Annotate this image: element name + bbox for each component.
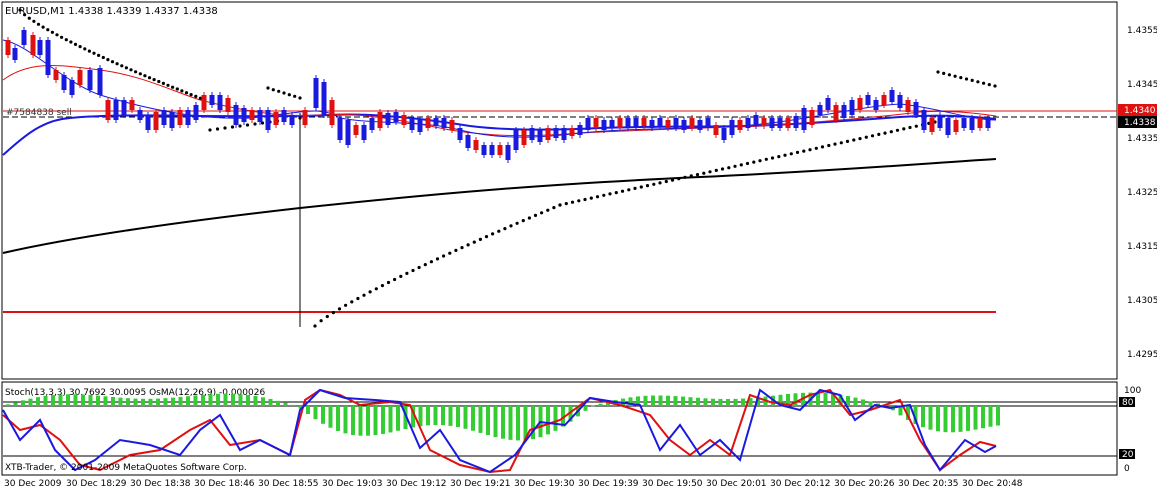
parabolic-sar <box>18 8 997 328</box>
order-label: #7584838 sell <box>6 108 72 118</box>
price-label: 1.4335 <box>1127 134 1157 144</box>
order-price-tag <box>1118 104 1157 116</box>
slow-moving-average <box>2 158 997 254</box>
time-label: 30 Dec 20:12 <box>770 479 831 489</box>
time-label: 30 Dec 20:35 <box>898 479 959 489</box>
red-moving-average <box>2 65 997 137</box>
time-label: 30 Dec 19:21 <box>450 479 511 489</box>
price-label: 1.4355 <box>1127 26 1157 36</box>
price-label: 1.4315 <box>1127 242 1157 252</box>
time-label: 30 Dec 18:55 <box>258 479 319 489</box>
price-label: 1.4345 <box>1127 80 1157 90</box>
level-label: 20 <box>1122 450 1134 460</box>
time-label: 30 Dec 18:29 <box>66 479 127 489</box>
time-label: 30 Dec 19:39 <box>578 479 639 489</box>
price-label: 1.4325 <box>1127 188 1157 198</box>
candlesticks <box>5 27 991 163</box>
level-label: 100 <box>1124 386 1141 396</box>
copyright-text: XTB-Trader, © 2001-2009 MetaQuotes Softw… <box>5 463 247 473</box>
price-label: 1.4305 <box>1127 296 1157 306</box>
time-label: 30 Dec 18:38 <box>130 479 191 489</box>
level-label: 0 <box>1124 464 1130 474</box>
time-label: 30 Dec 2009 <box>4 479 62 489</box>
fast-moving-average <box>2 113 997 156</box>
current-price-tag <box>1118 116 1157 128</box>
order-price: 1.4340 <box>1124 106 1156 116</box>
level-label: 80 <box>1122 398 1134 408</box>
price-label: 1.4295 <box>1127 350 1157 360</box>
time-label: 30 Dec 20:48 <box>962 479 1023 489</box>
main-price-panel[interactable] <box>1 1 1118 380</box>
indicator-title: Stoch(13,3,3) 30.7692 30.0095 OsMA(12,26… <box>5 388 265 398</box>
stochastic-signal-line <box>2 388 997 474</box>
price-axis: 1.4355 1.4345 1.4335 1.4325 1.4315 1.430… <box>1127 26 1157 360</box>
time-label: 30 Dec 20:01 <box>706 479 767 489</box>
current-price: 1.4338 <box>1124 118 1156 128</box>
time-label: 30 Dec 19:30 <box>514 479 575 489</box>
time-label: 30 Dec 19:03 <box>322 479 383 489</box>
time-label: 30 Dec 20:26 <box>834 479 895 489</box>
time-axis: 30 Dec 2009 30 Dec 18:29 30 Dec 18:38 30… <box>4 479 1023 489</box>
time-label: 30 Dec 19:50 <box>642 479 703 489</box>
time-label: 30 Dec 19:12 <box>386 479 447 489</box>
time-label: 30 Dec 18:46 <box>194 479 255 489</box>
symbol-title: EURUSD,M1 1.4338 1.4339 1.4337 1.4338 <box>5 6 218 17</box>
indicator-axis: 100 80 20 0 <box>1119 386 1141 474</box>
stochastic-main-line <box>2 388 997 474</box>
osma-histogram <box>6 392 1000 441</box>
